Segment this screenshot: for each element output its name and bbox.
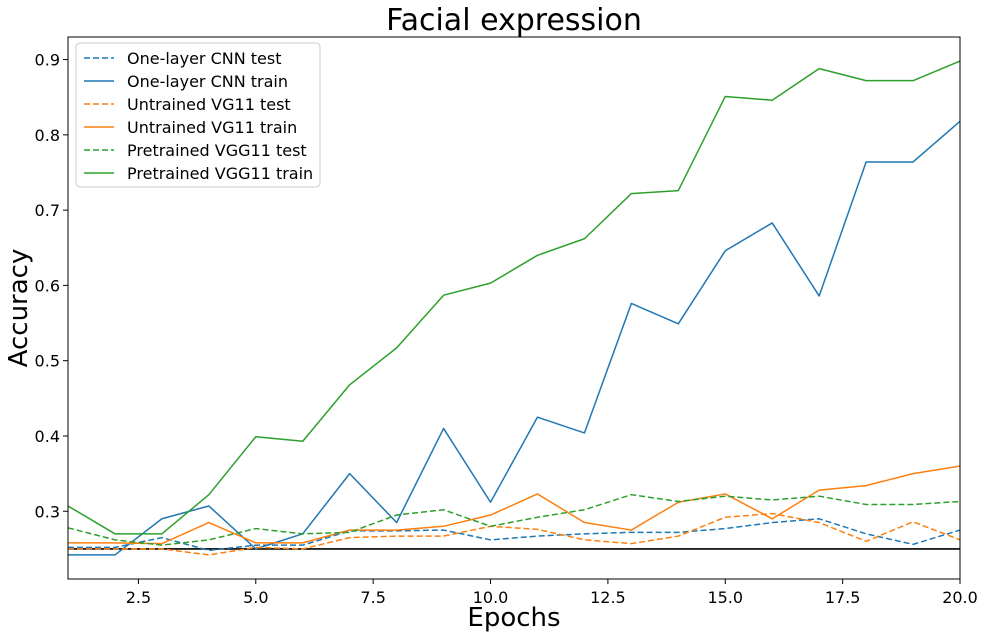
x-tick-label: 15.0: [707, 588, 743, 607]
legend-label-4: Pretrained VGG11 test: [127, 141, 307, 160]
series-group: [68, 60, 960, 556]
series-line-1: [68, 120, 960, 556]
legend-label-0: One-layer CNN test: [127, 49, 282, 68]
x-tick-label: 17.5: [825, 588, 861, 607]
x-tick-label: 2.5: [126, 588, 151, 607]
legend-label-3: Untrained VG11 train: [127, 118, 297, 137]
axes: 2.5 5.0 7.5 10.0 12.5 15.0 17.5 20.0 0.3 0.4 0.5 0.…: [35, 36, 978, 607]
y-tick-label: 0.8: [35, 126, 60, 145]
y-tick-label: 0.4: [35, 427, 60, 446]
axes-frame: [67, 36, 961, 580]
x-tick-label: 10.0: [473, 588, 509, 607]
series-line-4: [68, 493, 960, 546]
x-axis-title: Epochs: [467, 603, 560, 633]
series-line-2: [68, 512, 960, 556]
y-tick-label: 0.3: [35, 502, 60, 521]
legend-box: [75, 42, 321, 188]
series-line-5: [68, 60, 960, 535]
legend: One-layer CNN test One-layer CNN train Unt…: [75, 42, 321, 188]
y-axis-title: Accuracy: [4, 249, 34, 368]
y-tick-label: 0.6: [35, 276, 60, 295]
x-tick-label: 20.0: [942, 588, 978, 607]
legend-label-1: One-layer CNN train: [127, 72, 288, 91]
x-tick-label: 7.5: [360, 588, 385, 607]
y-tick-label: 0.7: [35, 201, 60, 220]
series-line-0: [68, 518, 960, 552]
legend-label-5: Pretrained VGG11 train: [127, 164, 313, 183]
y-tick-label: 0.9: [35, 51, 60, 70]
plot-area: [68, 60, 960, 556]
x-tick-label: 12.5: [590, 588, 626, 607]
x-tick-label: 5.0: [243, 588, 268, 607]
chart-title: Facial expression: [386, 3, 642, 38]
series-line-3: [68, 465, 960, 545]
legend-label-2: Untrained VG11 test: [127, 95, 291, 114]
y-tick-label: 0.5: [35, 352, 60, 371]
